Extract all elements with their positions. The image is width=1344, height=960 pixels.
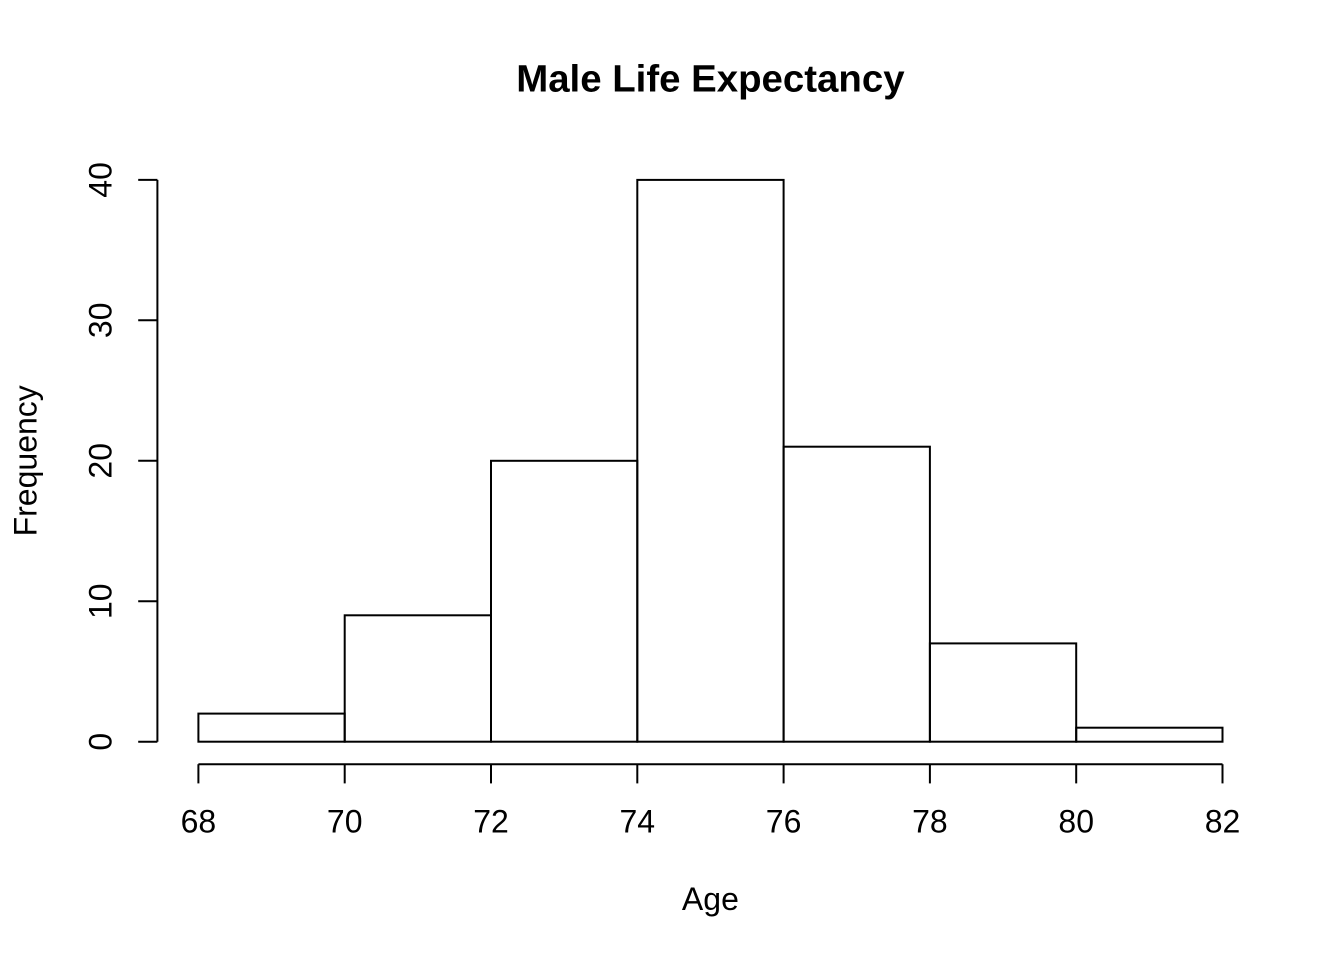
svg-text:74: 74: [620, 804, 656, 840]
svg-text:Male Life Expectancy: Male Life Expectancy: [516, 58, 905, 101]
svg-text:40: 40: [83, 162, 119, 198]
svg-text:70: 70: [327, 804, 363, 840]
svg-text:80: 80: [1058, 804, 1094, 840]
svg-text:10: 10: [83, 583, 119, 619]
svg-text:68: 68: [181, 804, 217, 840]
svg-text:78: 78: [912, 804, 948, 840]
svg-text:Frequency: Frequency: [8, 385, 44, 536]
svg-text:20: 20: [83, 443, 119, 479]
svg-text:30: 30: [83, 303, 119, 339]
svg-text:0: 0: [83, 733, 119, 751]
svg-text:72: 72: [473, 804, 509, 840]
svg-text:82: 82: [1205, 804, 1241, 840]
svg-text:Age: Age: [682, 881, 739, 917]
svg-text:76: 76: [766, 804, 802, 840]
